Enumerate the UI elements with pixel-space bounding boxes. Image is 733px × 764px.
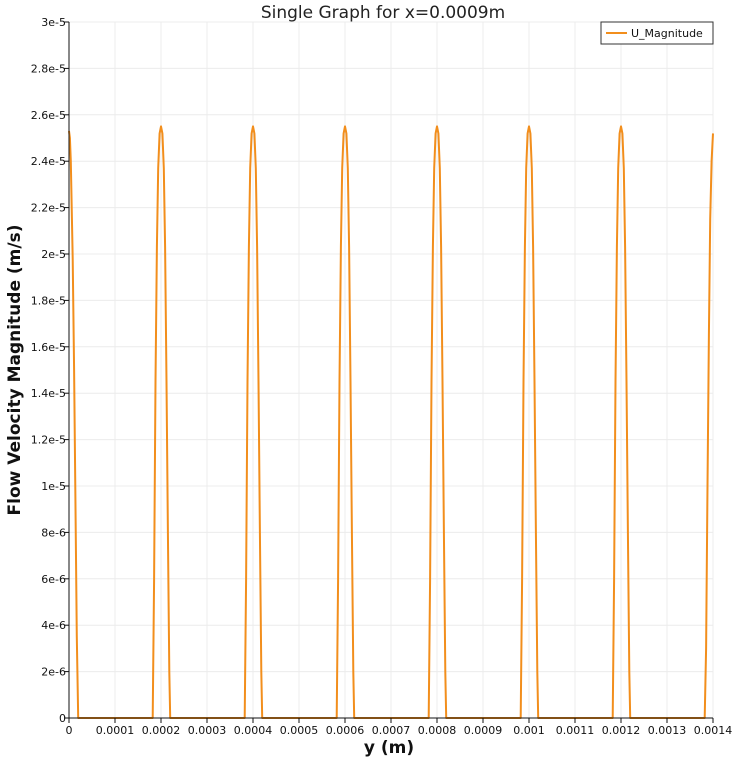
y-tick-label: 8e-6 [41, 526, 66, 539]
x-tick-label: 0.0012 [602, 724, 641, 737]
x-tick-label: 0.0003 [188, 724, 227, 737]
y-tick-label: 1.2e-5 [31, 434, 66, 447]
x-tick-label: 0.0009 [464, 724, 503, 737]
y-tick-label: 1.6e-5 [31, 341, 66, 354]
y-tick-label: 0 [59, 712, 66, 725]
legend-box [600, 21, 714, 45]
y-tick-label: 2e-5 [41, 248, 66, 261]
x-tick-label: 0.0001 [96, 724, 135, 737]
x-axis-title: y (m) [364, 738, 414, 758]
y-tick-label: 3e-5 [41, 16, 66, 29]
x-tick-label: 0.0008 [418, 724, 457, 737]
y-tick-label: 2.6e-5 [31, 109, 66, 122]
x-tick-label: 0.0004 [234, 724, 273, 737]
x-tick-label: 0.001 [513, 724, 545, 737]
axes [64, 21, 714, 723]
x-tick-label: 0.0006 [326, 724, 365, 737]
y-tick-label: 6e-6 [41, 573, 66, 586]
x-tick-label: 0 [66, 724, 73, 737]
x-tick-label: 0.0002 [142, 724, 181, 737]
y-tick-label: 2e-6 [41, 666, 66, 679]
y-tick-label: 4e-6 [41, 619, 66, 632]
legend-label: U_Magnitude [631, 27, 703, 40]
x-tick-label: 0.0011 [556, 724, 595, 737]
y-tick-label: 1.4e-5 [31, 387, 66, 400]
y-tick-label: 2.8e-5 [31, 62, 66, 75]
y-tick-label: 2.4e-5 [31, 155, 66, 168]
x-tick-label: 0.0013 [648, 724, 687, 737]
y-tick-label: 2.2e-5 [31, 202, 66, 215]
x-tick-label: 0.0005 [280, 724, 319, 737]
y-axis-title: Flow Velocity Magnitude (m/s) [5, 225, 25, 516]
y-tick-label: 1e-5 [41, 480, 66, 493]
chart-title: Single Graph for x=0.0009m [261, 3, 505, 23]
x-tick-label: 0.0014 [694, 724, 733, 737]
y-tick-label: 1.8e-5 [31, 294, 66, 307]
tick-labels: 0 0.0001 0.0002 0.0003 0.0004 0.0005 0.0006 0.0… [31, 16, 732, 737]
grid [68, 21, 714, 719]
x-tick-label: 0.0007 [372, 724, 411, 737]
legend: U_Magnitude [600, 21, 714, 45]
